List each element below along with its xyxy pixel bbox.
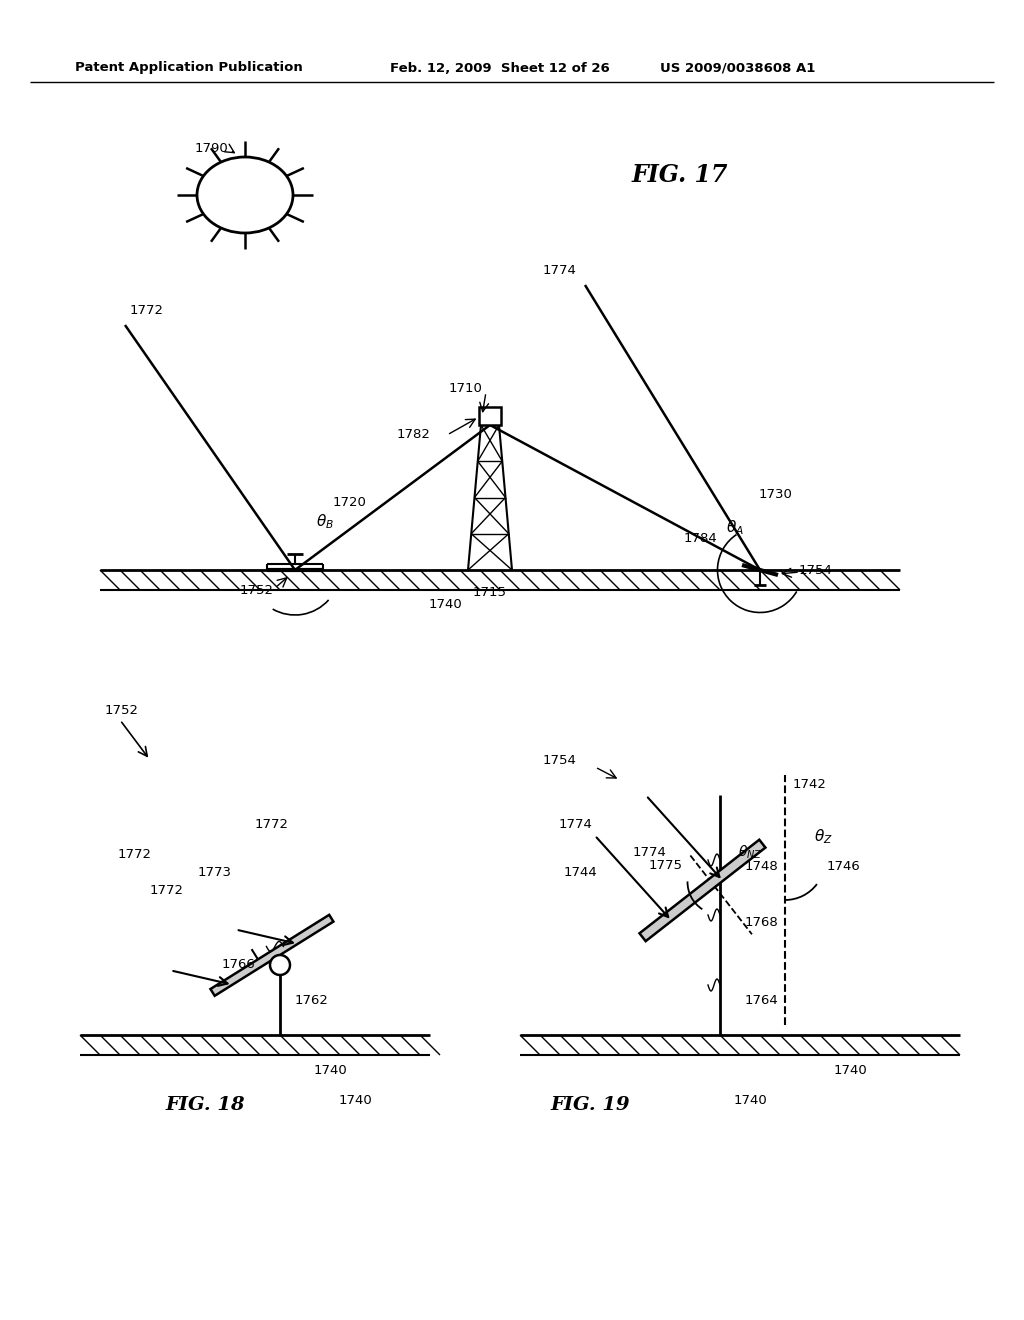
Text: 1772: 1772 [118,849,152,862]
Text: 1762: 1762 [295,994,329,1006]
Text: 1775: 1775 [648,859,682,873]
Text: 1754: 1754 [543,754,577,767]
Text: 1715: 1715 [473,586,507,598]
Text: 1740: 1740 [313,1064,347,1077]
Text: 1744: 1744 [563,866,597,879]
Text: 1748: 1748 [745,861,778,874]
Text: 1784: 1784 [683,532,717,544]
Text: 1774: 1774 [633,846,667,858]
Text: Feb. 12, 2009  Sheet 12 of 26: Feb. 12, 2009 Sheet 12 of 26 [390,62,609,74]
Text: Patent Application Publication: Patent Application Publication [75,62,303,74]
Text: $\theta_Z$: $\theta_Z$ [814,828,833,846]
Text: $\theta_B$: $\theta_B$ [316,512,334,532]
Text: 1790: 1790 [195,141,228,154]
Text: 1730: 1730 [758,488,792,502]
Text: 1752: 1752 [105,704,139,717]
Bar [479,407,501,425]
Text: 1752: 1752 [240,583,274,597]
Text: 1782: 1782 [396,429,430,441]
Text: 1764: 1764 [745,994,778,1006]
Text: 1746: 1746 [827,861,861,874]
Text: 1773: 1773 [198,866,232,879]
Text: 1772: 1772 [255,818,289,832]
Text: 1740: 1740 [733,1093,767,1106]
Text: 1740: 1740 [338,1093,372,1106]
Text: 1754: 1754 [798,564,831,577]
Text: 1742: 1742 [793,779,826,792]
Polygon shape [211,915,334,995]
Text: 1772: 1772 [150,883,184,896]
Text: FIG. 19: FIG. 19 [550,1096,630,1114]
Text: US 2009/0038608 A1: US 2009/0038608 A1 [660,62,815,74]
Text: FIG. 17: FIG. 17 [632,162,728,187]
Text: 1740: 1740 [428,598,462,611]
Text: $\theta_{NZ}$: $\theta_{NZ}$ [737,843,762,861]
Text: 1774: 1774 [558,818,592,832]
Text: 1720: 1720 [333,495,367,508]
Text: 1774: 1774 [543,264,577,276]
Text: 1710: 1710 [449,383,482,396]
Text: 1766: 1766 [221,958,255,972]
Circle shape [270,954,290,975]
Text: FIG. 18: FIG. 18 [165,1096,245,1114]
Text: 1740: 1740 [834,1064,867,1077]
Polygon shape [640,840,765,941]
Text: 1772: 1772 [130,304,164,317]
Text: 1768: 1768 [745,916,778,929]
Text: $\theta_A$: $\theta_A$ [726,519,743,537]
